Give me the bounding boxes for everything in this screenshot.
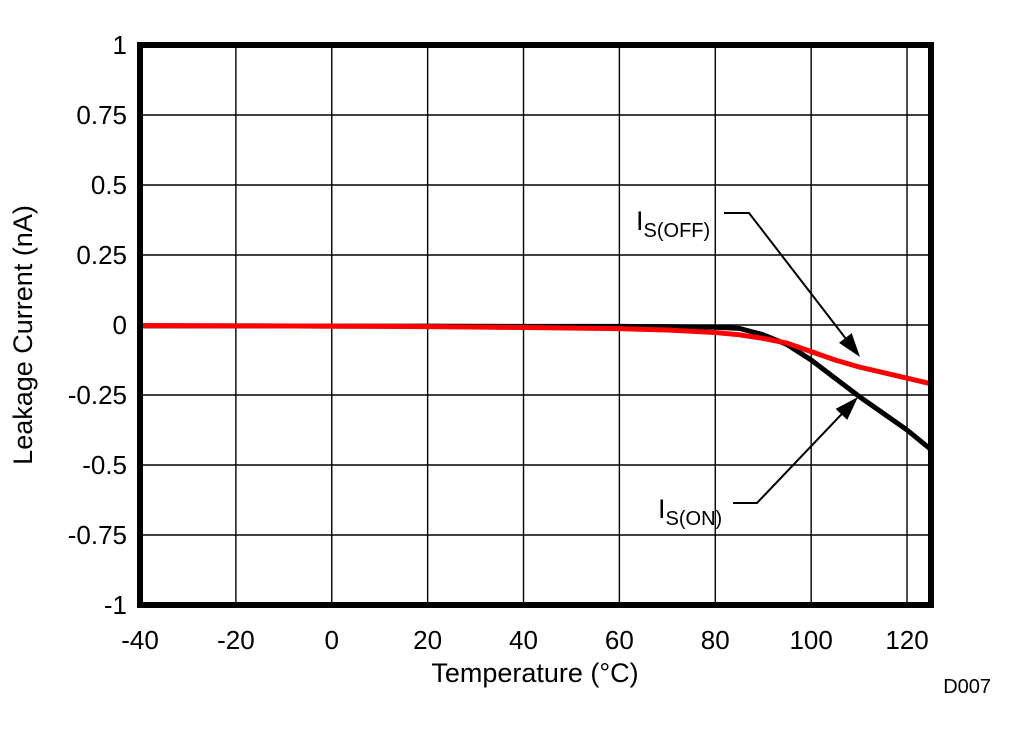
figure-code: D007	[943, 676, 991, 698]
x-tick-label-60: 60	[605, 625, 634, 655]
series-is-on-curve	[140, 323, 933, 452]
y-axis-tick-labels: 1 0.75 0.5 0.25 0 -0.25 -0.5 -0.75 -1	[68, 30, 127, 620]
y-tick-label-0: 0	[113, 310, 127, 340]
annotation-arrowhead	[835, 397, 858, 420]
x-tick-label-20: 20	[413, 625, 442, 655]
x-tick-label-100: 100	[789, 625, 832, 655]
y-tick-label-0.25: 0.25	[76, 240, 127, 270]
x-axis-title: Temperature (°C)	[431, 658, 638, 688]
y-axis-title: Leakage Current (nA)	[8, 205, 38, 465]
x-tick-label-0: 0	[325, 625, 339, 655]
annotation-leader-line	[724, 212, 852, 345]
x-axis-tick-labels: -40 -20 0 20 40 60 80 100 120	[121, 625, 929, 655]
plot-border	[137, 42, 934, 608]
y-tick-label--0.75: -0.75	[68, 520, 127, 550]
annotation-leader-line	[733, 407, 848, 504]
series-is-off-curve	[139, 323, 932, 387]
y-tick-label--1: -1	[104, 590, 127, 620]
data-series	[139, 323, 933, 452]
y-tick-label-0.75: 0.75	[76, 100, 127, 130]
annotation-label: IS(OFF)	[636, 206, 710, 242]
y-tick-label-1: 1	[113, 30, 127, 60]
y-tick-label--0.25: -0.25	[68, 380, 127, 410]
x-tick-label--40: -40	[121, 625, 159, 655]
y-tick-label-0.5: 0.5	[91, 170, 127, 200]
annotation-is-on: IS(ON)	[658, 397, 858, 530]
x-tick-label-120: 120	[885, 625, 928, 655]
x-tick-label--20: -20	[217, 625, 255, 655]
x-tick-label-80: 80	[701, 625, 730, 655]
annotation-label: IS(ON)	[658, 494, 722, 530]
x-tick-label-40: 40	[509, 625, 538, 655]
y-tick-label--0.5: -0.5	[82, 450, 127, 480]
annotation-arrowhead	[839, 333, 860, 357]
